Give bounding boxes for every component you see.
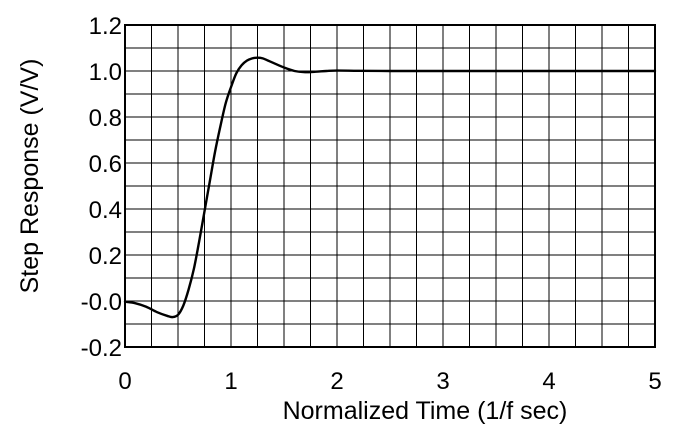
y-axis-label: Step Response (V/V) bbox=[16, 59, 44, 294]
x-tick-labels: 0 1 2 3 4 5 bbox=[118, 368, 661, 395]
x-tick-label: 0 bbox=[118, 368, 131, 395]
y-tick-label: -0.2 bbox=[81, 335, 122, 362]
y-tick-labels: 1.2 1.0 0.8 0.6 0.4 0.2 -0.0 -0.2 bbox=[81, 13, 122, 362]
x-axis-label: Normalized Time (1/f sec) bbox=[283, 397, 568, 425]
y-tick-label: 1.0 bbox=[89, 59, 122, 86]
plot-frame bbox=[124, 24, 656, 348]
y-tick-label: 0.8 bbox=[89, 105, 122, 132]
series-line bbox=[123, 56, 657, 319]
y-tick-label: 0.2 bbox=[89, 243, 122, 270]
grid-lines bbox=[125, 25, 655, 347]
x-tick-label: 4 bbox=[542, 368, 555, 395]
y-tick-label: 1.2 bbox=[89, 13, 122, 40]
x-tick-label: 2 bbox=[330, 368, 343, 395]
y-tick-label: -0.0 bbox=[81, 289, 122, 316]
y-tick-label: 0.6 bbox=[89, 151, 122, 178]
x-tick-label: 3 bbox=[436, 368, 449, 395]
y-tick-label: 0.4 bbox=[89, 197, 122, 224]
x-tick-label: 1 bbox=[224, 368, 237, 395]
x-tick-label: 5 bbox=[648, 368, 661, 395]
